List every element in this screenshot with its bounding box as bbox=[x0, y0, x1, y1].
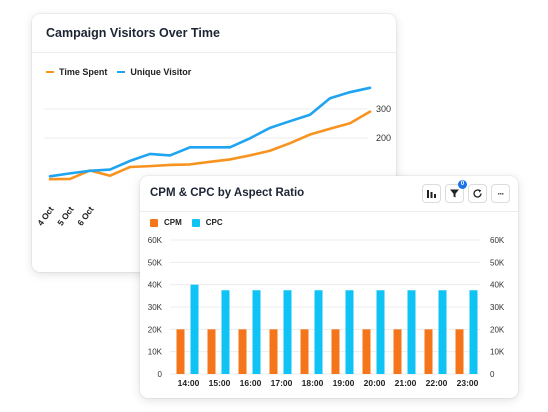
cpm-cpc-card: CPM & CPC by Aspect Ratio 0 ··· bbox=[140, 176, 518, 398]
y-tick-label-left: 20K bbox=[148, 325, 163, 334]
more-icon: ··· bbox=[497, 188, 505, 199]
x-tick-label: 21:00 bbox=[395, 378, 417, 388]
x-tick-label: 4 Oct bbox=[35, 204, 55, 227]
bar-cpm bbox=[207, 329, 216, 374]
refresh-button[interactable] bbox=[468, 184, 487, 203]
bar-cpm bbox=[269, 329, 278, 374]
x-tick-label: 20:00 bbox=[364, 378, 386, 388]
chart-toolbar: 0 ··· bbox=[418, 180, 510, 203]
y-tick-label-left: 40K bbox=[148, 281, 163, 290]
bar-cpm bbox=[455, 329, 464, 374]
bar-cpm bbox=[393, 329, 402, 374]
y-tick-label-left: 60K bbox=[148, 236, 163, 245]
bar-cpc bbox=[469, 290, 478, 374]
bar-chart-legend: CPM CPC bbox=[150, 218, 233, 227]
bar-chart-icon bbox=[427, 190, 436, 198]
bar-cpc bbox=[314, 290, 323, 374]
y-tick-label-right: 0 bbox=[490, 370, 495, 379]
line-chart-title: Campaign Visitors Over Time bbox=[46, 26, 220, 40]
y-tick-label-right: 60K bbox=[490, 236, 505, 245]
title-divider bbox=[140, 211, 518, 212]
y-tick-label: 200 bbox=[376, 133, 391, 143]
more-options-button[interactable]: ··· bbox=[491, 184, 510, 203]
y-tick-label-right: 30K bbox=[490, 303, 505, 312]
bar-cpc bbox=[376, 290, 385, 374]
y-tick-label-right: 40K bbox=[490, 281, 505, 290]
bar-cpc bbox=[221, 290, 230, 374]
legend-swatch-cpm bbox=[150, 218, 158, 227]
legend-item-time-spent[interactable]: Time Spent bbox=[46, 67, 107, 77]
legend-swatch-cpc bbox=[191, 218, 200, 227]
legend-item-cpm[interactable]: CPM bbox=[150, 218, 182, 227]
filter-count-badge: 0 bbox=[458, 180, 467, 189]
filter-button[interactable]: 0 bbox=[445, 180, 467, 203]
line-chart: 300 200 4 Oct 5 Oct 6 Oct bbox=[35, 86, 391, 228]
refresh-icon bbox=[473, 189, 482, 198]
legend-label-cpc: CPC bbox=[205, 218, 223, 227]
x-tick-label: 5 Oct bbox=[55, 204, 75, 227]
bar-cpc bbox=[190, 284, 199, 374]
bar-cpm bbox=[176, 329, 185, 374]
x-tick-label: 23:00 bbox=[457, 378, 479, 388]
bar-cpm bbox=[300, 329, 309, 374]
legend-label-cpm: CPM bbox=[164, 218, 182, 227]
bar-cpm bbox=[331, 329, 340, 374]
legend-item-cpc[interactable]: CPC bbox=[191, 218, 223, 227]
bar-cpc bbox=[438, 290, 447, 374]
legend-label-time-spent: Time Spent bbox=[59, 67, 108, 77]
legend-swatch-unique-visitor bbox=[117, 71, 126, 73]
x-tick-label: 16:00 bbox=[240, 378, 262, 388]
y-tick-label-left: 0 bbox=[158, 370, 163, 379]
x-tick-label: 6 Oct bbox=[75, 204, 95, 227]
y-tick-label: 300 bbox=[376, 104, 391, 114]
x-tick-label: 17:00 bbox=[271, 378, 293, 388]
bar-cpm bbox=[238, 329, 247, 374]
y-tick-label-right: 20K bbox=[490, 325, 505, 334]
bar-cpc bbox=[407, 290, 416, 374]
bar-chart-title: CPM & CPC by Aspect Ratio bbox=[150, 187, 305, 199]
bar-cpm bbox=[424, 329, 433, 374]
y-tick-label-right: 50K bbox=[490, 258, 505, 267]
chart-type-button[interactable] bbox=[422, 184, 441, 203]
funnel-icon bbox=[450, 189, 459, 198]
bar-cpc bbox=[252, 290, 261, 374]
bar-chart: 0 0 10K 10K 20K 20K 30K 30K 40K 40K 50K 50K 60K 60K 14… bbox=[148, 236, 505, 388]
title-divider bbox=[32, 52, 396, 53]
x-tick-label: 15:00 bbox=[209, 378, 231, 388]
y-tick-label-right: 10K bbox=[490, 348, 505, 357]
y-tick-label-left: 30K bbox=[148, 303, 163, 312]
legend-item-unique-visitor[interactable]: Unique Visitor bbox=[117, 67, 191, 77]
bar-cpc bbox=[345, 290, 354, 374]
legend-swatch-time-spent bbox=[46, 71, 54, 73]
x-tick-label: 14:00 bbox=[178, 378, 200, 388]
x-tick-label: 19:00 bbox=[333, 378, 355, 388]
x-tick-label: 18:00 bbox=[302, 378, 324, 388]
bar-cpc bbox=[283, 290, 292, 374]
line-chart-legend: Time Spent Unique Visitor bbox=[46, 67, 201, 77]
bar-cpm bbox=[362, 329, 371, 374]
x-tick-label: 22:00 bbox=[426, 378, 448, 388]
y-tick-label-left: 50K bbox=[148, 258, 163, 267]
y-tick-label-left: 10K bbox=[148, 348, 163, 357]
legend-label-unique-visitor: Unique Visitor bbox=[130, 67, 192, 77]
